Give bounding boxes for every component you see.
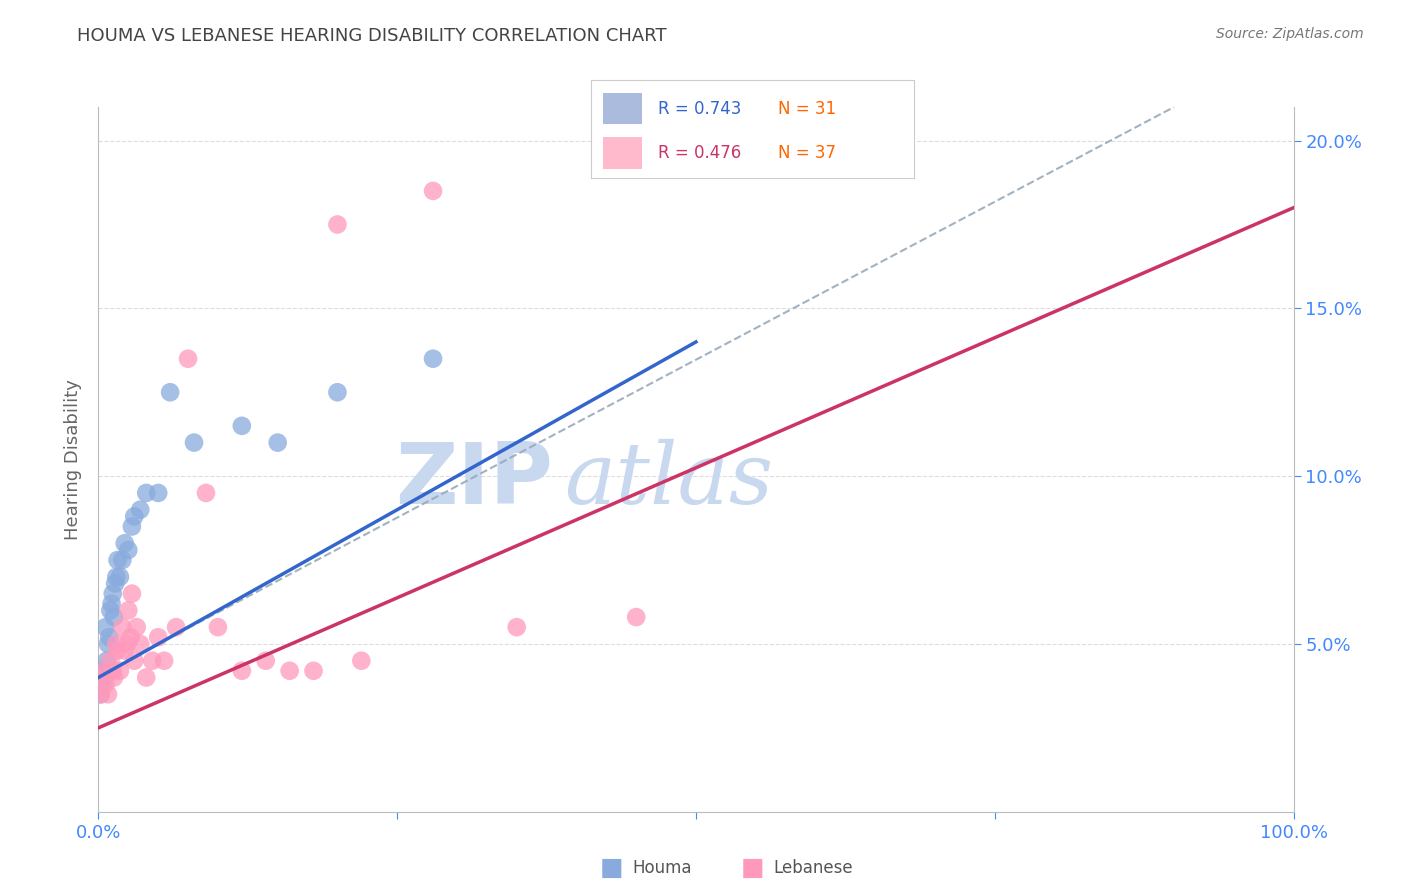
Text: ■: ■ — [741, 856, 763, 880]
Point — [159, 385, 181, 400]
Point — [350, 654, 373, 668]
Point — [91, 677, 114, 691]
Point — [207, 620, 229, 634]
Point — [121, 586, 143, 600]
Point — [111, 553, 134, 567]
Point — [117, 603, 139, 617]
Point — [153, 654, 176, 668]
Point — [98, 603, 122, 617]
Point — [105, 637, 128, 651]
Text: atlas: atlas — [565, 439, 773, 522]
Y-axis label: Hearing Disability: Hearing Disability — [63, 379, 82, 540]
Point — [267, 435, 290, 450]
Point — [93, 671, 115, 685]
Point — [302, 664, 325, 678]
Point — [183, 435, 205, 450]
Point — [124, 509, 146, 524]
Text: HOUMA VS LEBANESE HEARING DISABILITY CORRELATION CHART: HOUMA VS LEBANESE HEARING DISABILITY COR… — [77, 27, 666, 45]
Point — [103, 610, 125, 624]
Point — [326, 385, 349, 400]
Point — [93, 664, 115, 678]
Text: N = 31: N = 31 — [778, 100, 837, 118]
Point — [254, 654, 277, 668]
Text: N = 37: N = 37 — [778, 144, 837, 161]
Point — [231, 418, 253, 433]
Point — [626, 134, 648, 148]
Bar — [603, 93, 643, 124]
Point — [125, 620, 148, 634]
Point — [124, 654, 146, 668]
Point — [90, 687, 112, 701]
Point — [94, 677, 117, 691]
Point — [422, 351, 444, 366]
Text: ■: ■ — [600, 856, 623, 880]
Point — [100, 597, 122, 611]
Point — [135, 486, 157, 500]
Point — [108, 570, 131, 584]
Point — [278, 664, 301, 678]
Point — [121, 519, 143, 533]
Point — [101, 586, 124, 600]
Point — [103, 671, 125, 685]
Text: ZIP: ZIP — [395, 439, 553, 522]
Point — [104, 576, 127, 591]
Point — [111, 620, 134, 634]
Point — [135, 671, 157, 685]
Point — [105, 570, 128, 584]
Point — [129, 637, 152, 651]
Text: Source: ZipAtlas.com: Source: ZipAtlas.com — [1216, 27, 1364, 41]
Point — [114, 536, 136, 550]
Text: R = 0.476: R = 0.476 — [658, 144, 742, 161]
Point — [326, 218, 349, 232]
Text: Lebanese: Lebanese — [773, 859, 853, 877]
Point — [101, 664, 124, 678]
Point — [90, 687, 112, 701]
Bar — [603, 137, 643, 169]
Point — [165, 620, 187, 634]
Point — [231, 664, 253, 678]
Point — [115, 637, 138, 651]
Point — [120, 630, 142, 644]
Point — [117, 543, 139, 558]
Point — [114, 643, 136, 657]
Point — [98, 630, 121, 644]
Point — [506, 620, 529, 634]
Point — [129, 502, 152, 516]
Point — [177, 351, 200, 366]
Point — [422, 184, 444, 198]
Point — [98, 654, 122, 668]
Point — [108, 664, 131, 678]
Text: Houma: Houma — [633, 859, 692, 877]
Point — [141, 654, 163, 668]
Point — [91, 664, 114, 678]
Point — [96, 654, 118, 668]
Text: R = 0.743: R = 0.743 — [658, 100, 742, 118]
Point — [148, 486, 170, 500]
Point — [107, 643, 129, 657]
Point — [195, 486, 218, 500]
Point — [94, 620, 117, 634]
Point — [148, 630, 170, 644]
Point — [97, 637, 120, 651]
Point — [107, 553, 129, 567]
Point — [626, 610, 648, 624]
Point — [97, 687, 120, 701]
Point — [91, 671, 114, 685]
